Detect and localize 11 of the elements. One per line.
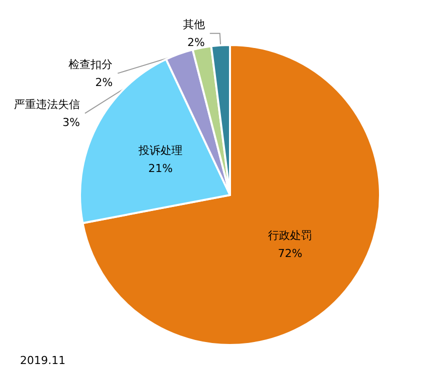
text: 2019.11 (20, 354, 66, 367)
slice-label: 检查扣分 (68, 58, 113, 71)
data-label: 3% (62, 116, 80, 129)
slice-label: 其他 (182, 18, 205, 31)
data-label: 72% (278, 247, 302, 260)
slice-label: 投诉处理 (138, 144, 182, 158)
slice-label: 严重违法失信 (14, 98, 80, 111)
data-label: 2% (187, 36, 205, 49)
data-label: 2% (95, 76, 113, 89)
slice-label: 行政处罚 (268, 229, 312, 242)
data-label: 21% (148, 162, 173, 176)
